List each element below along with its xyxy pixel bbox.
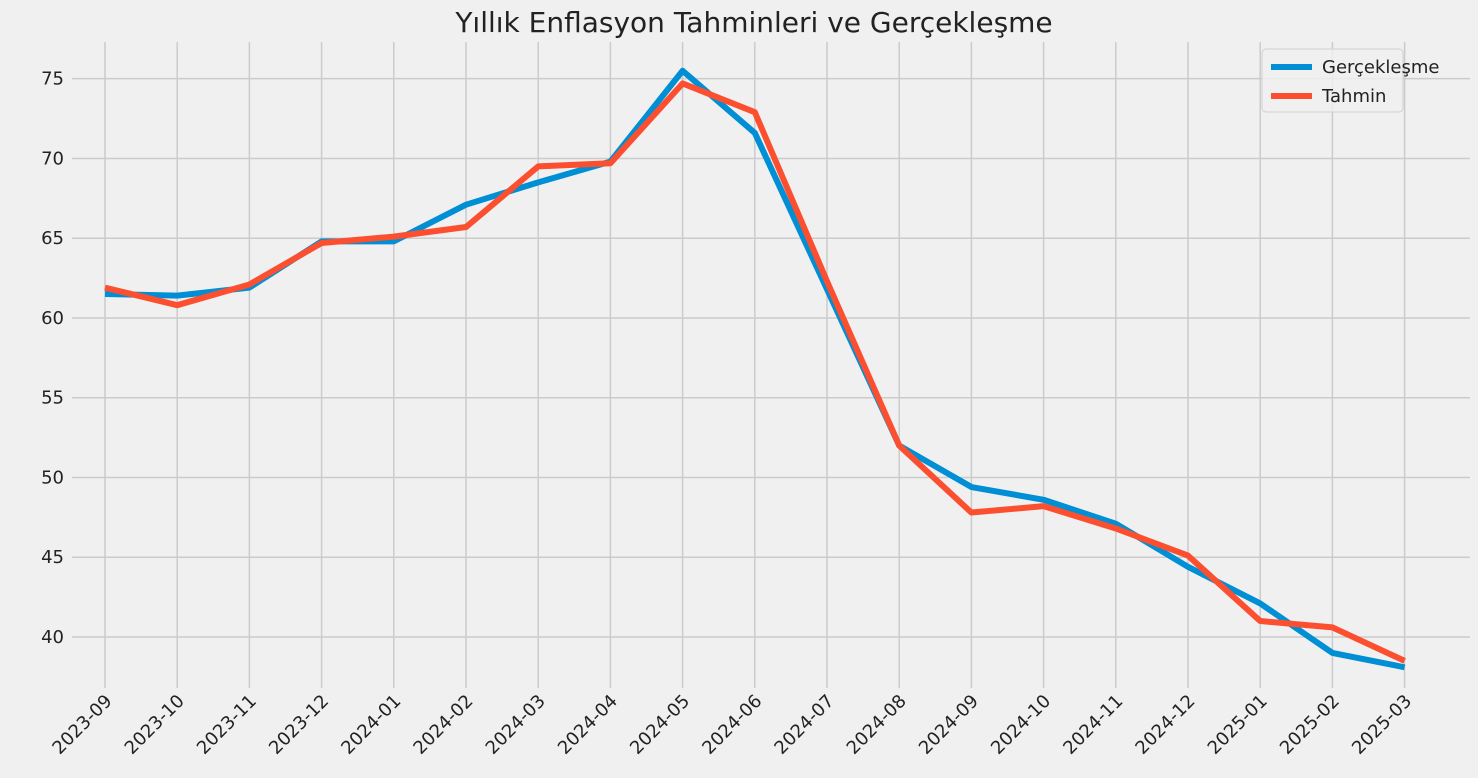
series-layer xyxy=(104,67,1406,671)
legend-label: Gerçekleşme xyxy=(1322,57,1439,78)
y-tick-label: 45 xyxy=(41,547,64,568)
y-tick-label: 40 xyxy=(41,627,64,648)
y-tick-label: 55 xyxy=(41,388,64,409)
legend: Gerçekleşme Tahmin xyxy=(1261,48,1439,113)
chart-title: Yıllık Enflasyon Tahminleri ve Gerçekleş… xyxy=(454,6,1052,39)
y-tick-label: 70 xyxy=(41,148,64,169)
y-tick-label: 50 xyxy=(41,467,64,488)
y-tick-label: 75 xyxy=(41,69,64,90)
y-axis: 40 45 50 55 60 65 70 75 xyxy=(41,69,64,648)
grid-layer xyxy=(72,42,1470,688)
legend-label: Tahmin xyxy=(1321,86,1386,107)
y-tick-label: 60 xyxy=(41,308,64,329)
series-line-tahmin xyxy=(104,80,1406,664)
y-tick-label: 65 xyxy=(41,228,64,249)
